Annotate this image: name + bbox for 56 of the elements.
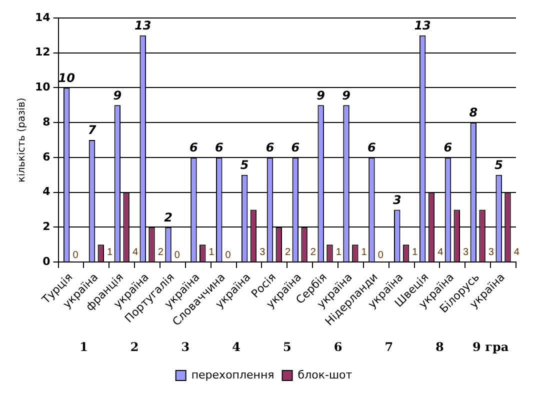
- y-tick-label: 8: [42, 115, 50, 128]
- data-label: 0: [225, 250, 232, 261]
- data-label: 0: [378, 250, 384, 261]
- data-label: 3: [488, 246, 494, 258]
- data-label: 2: [285, 246, 292, 258]
- text: 7: [384, 340, 394, 354]
- data-label: 9: [316, 88, 326, 102]
- data-label: 13: [134, 18, 152, 33]
- data-label: 7: [88, 123, 97, 138]
- data-label: 1: [107, 246, 114, 258]
- data-label: 9: [342, 88, 350, 102]
- data-label: 4: [132, 246, 138, 258]
- y-tick-label: 2: [42, 220, 50, 234]
- data-label: 13: [414, 18, 431, 33]
- text: 6: [334, 340, 342, 354]
- y-tick-label: 6: [42, 150, 51, 164]
- y-tick-label: 14: [34, 10, 51, 24]
- data-label: 6: [214, 140, 224, 155]
- data-label: 0: [174, 250, 180, 261]
- text: 9 гра: [472, 340, 509, 354]
- data-label: 2: [164, 210, 172, 224]
- text: 1: [80, 340, 88, 354]
- data-label: 6: [291, 140, 300, 155]
- legend-label: перехоплення: [191, 368, 274, 382]
- y-tick-label: 10: [34, 80, 51, 94]
- data-label: 4: [438, 246, 444, 258]
- data-label: 2: [310, 246, 316, 258]
- text: 4: [232, 340, 240, 354]
- data-label: 1: [208, 246, 215, 258]
- text: 5: [282, 340, 292, 354]
- data-label: 6: [266, 140, 274, 155]
- data-label: 10: [58, 70, 75, 85]
- data-label: 0: [72, 250, 79, 261]
- data-label: 5: [494, 158, 504, 172]
- data-label: 6: [190, 140, 198, 155]
- data-label: 1: [361, 246, 368, 258]
- y-tick-label: 12: [34, 46, 50, 59]
- data-label: 3: [462, 246, 469, 258]
- data-label: 8: [469, 106, 478, 120]
- text: 8: [436, 340, 444, 354]
- data-label: 6: [444, 140, 452, 155]
- data-label: 1: [412, 246, 418, 258]
- data-label: 4: [514, 246, 520, 258]
- data-label: 5: [240, 158, 249, 172]
- data-label: 6: [368, 140, 376, 155]
- data-label: 3: [392, 192, 402, 207]
- data-label: 1: [336, 246, 342, 258]
- y-tick-label: 4: [42, 185, 51, 198]
- text: 2: [130, 340, 139, 354]
- legend-label: блок-шот: [298, 368, 353, 382]
- text: 3: [181, 340, 190, 354]
- data-label: 3: [260, 246, 266, 258]
- y-tick-label: 0: [42, 254, 51, 268]
- y-axis-title: кількість (разів): [16, 98, 28, 182]
- data-label: 2: [158, 246, 164, 258]
- data-label: 9: [113, 88, 122, 102]
